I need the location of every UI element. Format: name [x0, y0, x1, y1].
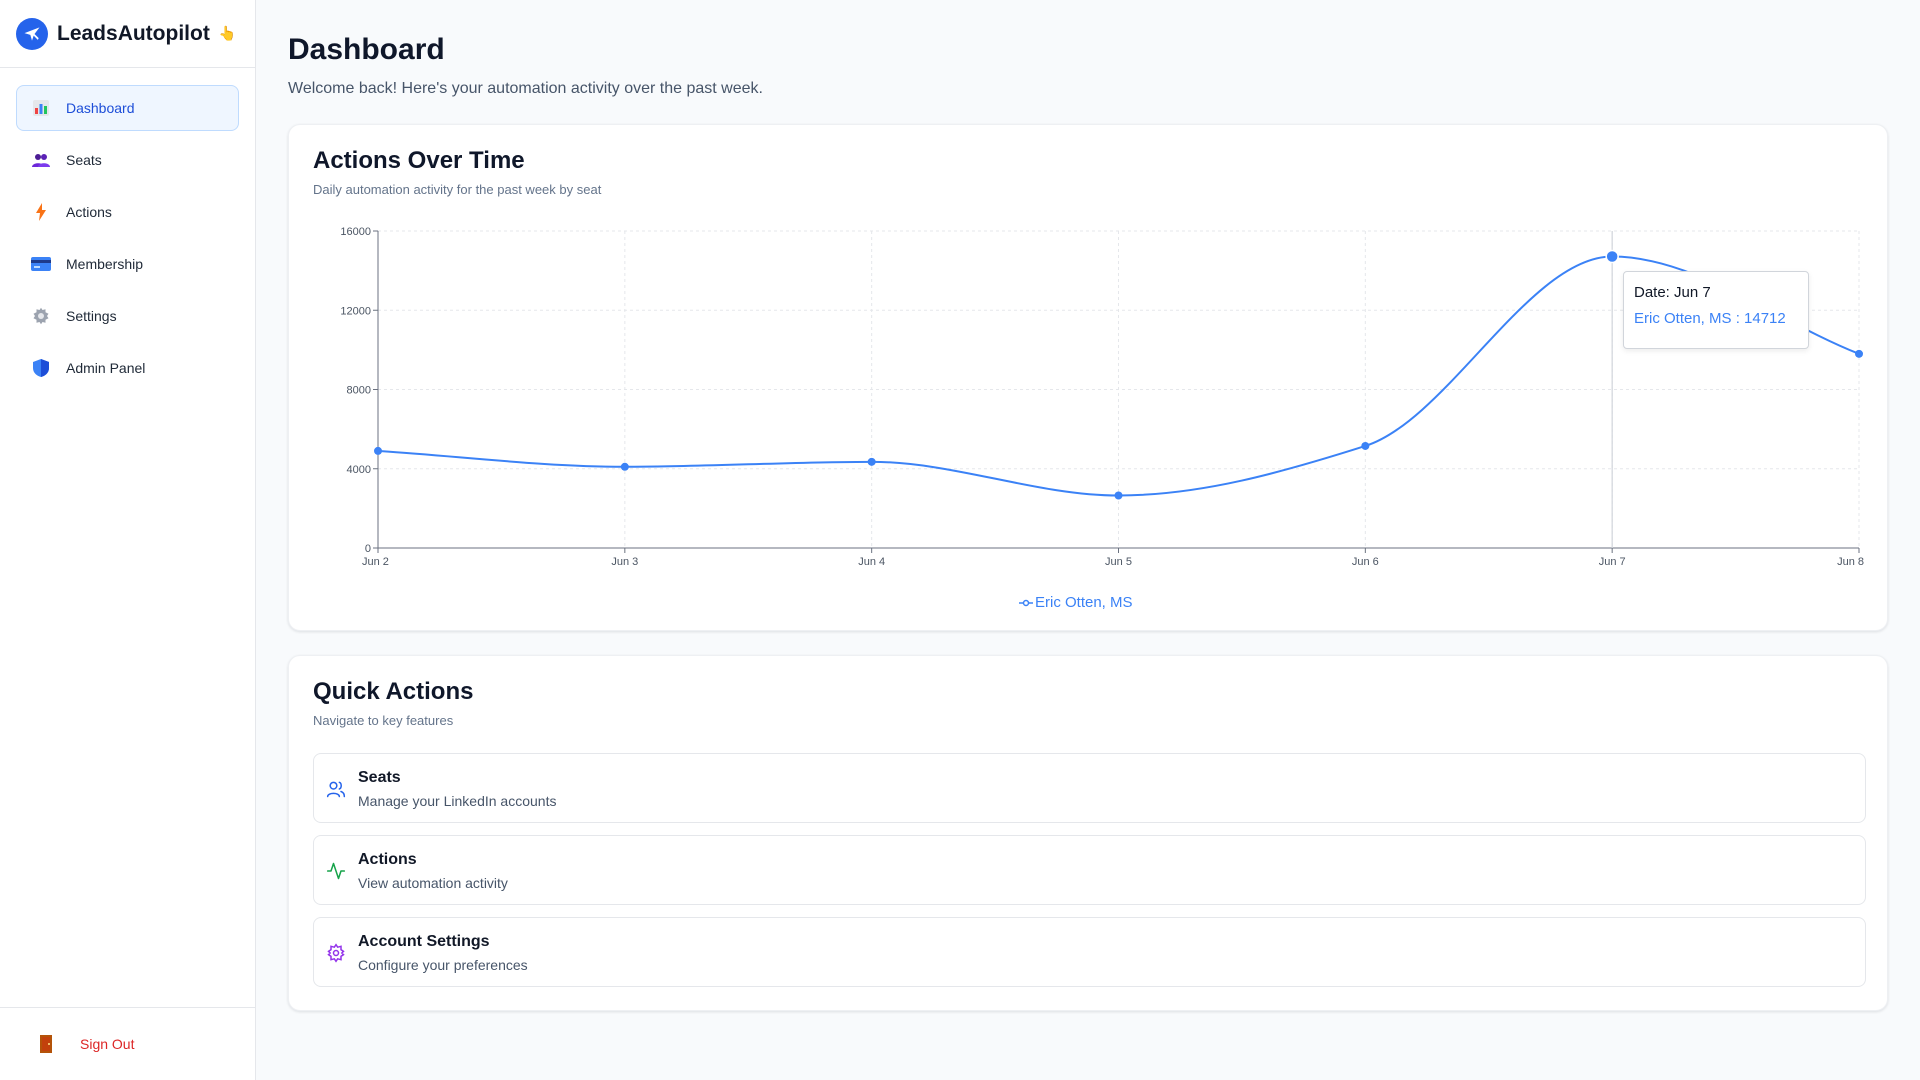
card-subtitle: Daily automation activity for the past w…: [313, 182, 602, 197]
quick-action-title: Actions: [358, 851, 417, 868]
page-subtitle: Welcome back! Here's your automation act…: [288, 80, 763, 97]
door-icon: [36, 1034, 56, 1054]
sidebar-item-label: Membership: [66, 256, 144, 272]
sidebar-item-label: Actions: [66, 204, 112, 220]
sidebar-item-membership[interactable]: Membership: [16, 241, 239, 287]
data-point: [867, 457, 876, 466]
tooltip-value: Eric Otten, MS : 14712: [1634, 310, 1786, 327]
quick-action-title: Account Settings: [358, 933, 490, 950]
sidebar-nav: Dashboard Seats Actions Membership Setti…: [0, 68, 255, 391]
sign-out-label: Sign Out: [80, 1036, 135, 1052]
x-tick-label: Jun 3: [611, 556, 638, 568]
y-tick-label: 8000: [347, 385, 371, 397]
sidebar-item-label: Seats: [66, 152, 102, 168]
gear-icon: [31, 306, 51, 326]
quick-action-desc: Configure your preferences: [358, 957, 528, 973]
y-tick-label: 0: [365, 543, 371, 555]
sidebar-item-admin-panel[interactable]: Admin Panel: [16, 345, 239, 391]
data-point: [1855, 349, 1863, 358]
sidebar-item-label: Settings: [66, 308, 117, 324]
sidebar-footer: Sign Out: [0, 1007, 256, 1080]
quick-action-seats[interactable]: Seats Manage your LinkedIn accounts: [313, 753, 1866, 823]
x-tick-label: Jun 6: [1352, 556, 1379, 568]
quick-action-desc: Manage your LinkedIn accounts: [358, 793, 557, 809]
sidebar-item-actions[interactable]: Actions: [16, 189, 239, 235]
bar-chart-icon: [31, 98, 51, 118]
credit-card-icon: [31, 254, 51, 274]
sidebar: LeadsAutopilot 👆 Dashboard Seats Actions: [0, 0, 256, 1080]
sidebar-item-dashboard[interactable]: Dashboard: [16, 85, 239, 131]
users-icon: [31, 150, 51, 170]
sidebar-item-seats[interactable]: Seats: [16, 137, 239, 183]
legend-line-icon: [1019, 599, 1033, 606]
users-icon: [326, 781, 346, 798]
lightning-icon: [31, 202, 51, 222]
data-point: [1361, 441, 1370, 450]
data-point: [374, 446, 382, 455]
data-point: [1605, 249, 1619, 264]
activity-icon: [326, 862, 346, 880]
card-title: Actions Over Time: [313, 147, 525, 174]
sidebar-item-label: Dashboard: [66, 100, 135, 116]
sidebar-item-label: Admin Panel: [66, 360, 146, 376]
sidebar-item-settings[interactable]: Settings: [16, 293, 239, 339]
y-tick-label: 12000: [340, 305, 371, 317]
x-tick-label: Jun 2: [362, 556, 389, 568]
x-tick-label: Jun 8: [1837, 556, 1864, 568]
pointing-hand-icon: 👆: [218, 25, 237, 41]
actions-over-time-card: Actions Over Time Daily automation activ…: [288, 124, 1888, 631]
line-chart[interactable]: 0 4000 8000 12000 16000 Jun 2 Jun 3 Jun 4 Jun 5 J…: [289, 125, 1889, 632]
quick-action-desc: View automation activity: [358, 875, 508, 891]
quick-action-account-settings[interactable]: Account Settings Configure your preferen…: [313, 917, 1866, 987]
page-title: Dashboard: [288, 33, 445, 66]
brand-name: LeadsAutopilot: [57, 21, 210, 45]
x-tick-label: Jun 4: [858, 556, 885, 568]
quick-actions-card: Quick Actions Navigate to key features S…: [288, 655, 1888, 1011]
x-tick-label: Jun 7: [1599, 556, 1626, 568]
quick-action-actions[interactable]: Actions View automation activity: [313, 835, 1866, 905]
quick-action-title: Seats: [358, 769, 401, 786]
shield-icon: [31, 358, 51, 378]
sign-out-button[interactable]: Sign Out: [16, 1022, 240, 1066]
x-tick-label: Jun 5: [1105, 556, 1132, 568]
data-point: [1114, 491, 1123, 500]
card-title: Quick Actions: [313, 678, 474, 705]
y-tick-label: 4000: [347, 464, 371, 476]
legend-label: Eric Otten, MS: [1035, 594, 1133, 611]
y-tick-label: 16000: [340, 226, 371, 238]
brand[interactable]: LeadsAutopilot 👆: [0, 0, 255, 68]
data-point: [620, 462, 629, 471]
tooltip-date: Date: Jun 7: [1634, 284, 1711, 301]
chart-legend[interactable]: Eric Otten, MS: [1019, 594, 1133, 611]
card-subtitle: Navigate to key features: [313, 713, 454, 728]
airplane-icon: [16, 17, 48, 50]
gear-icon: [327, 943, 345, 963]
chart-tooltip: Date: Jun 7 Eric Otten, MS : 14712: [1623, 271, 1809, 349]
